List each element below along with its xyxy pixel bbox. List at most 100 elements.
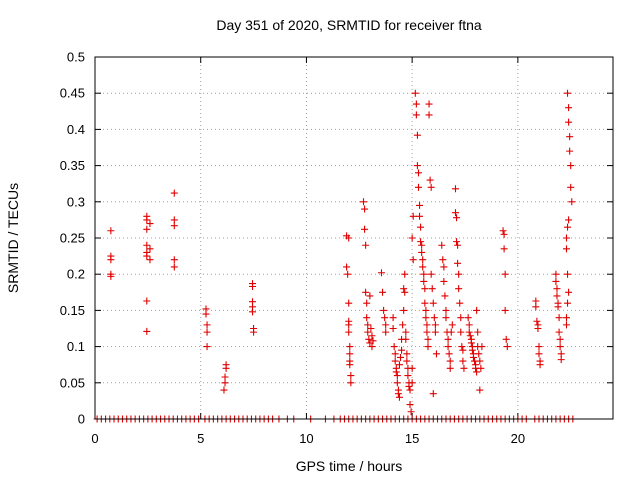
data-point	[478, 343, 486, 351]
data-point	[413, 131, 421, 139]
data-point	[382, 328, 390, 336]
data-point	[567, 183, 575, 191]
data-point	[363, 314, 371, 322]
data-point	[420, 277, 428, 285]
data-point	[345, 328, 353, 336]
data-point	[555, 314, 563, 322]
data-point	[473, 368, 481, 376]
x-tick-label: 0	[91, 431, 98, 446]
y-tick-label: 0.15	[60, 303, 85, 318]
data-point	[427, 183, 435, 191]
data-point	[459, 357, 467, 365]
data-point	[476, 357, 484, 365]
data-point	[451, 185, 459, 193]
data-point	[555, 328, 563, 336]
data-point	[475, 350, 483, 358]
data-point	[362, 288, 370, 296]
data-point	[423, 321, 431, 329]
data-point	[107, 272, 115, 280]
data-point	[143, 297, 151, 305]
data-point	[402, 335, 410, 343]
data-point	[565, 104, 573, 112]
data-point	[411, 89, 419, 97]
data-point	[403, 350, 411, 358]
data-point	[170, 256, 178, 264]
data-point	[427, 270, 435, 278]
data-point	[379, 288, 387, 296]
data-point	[399, 321, 407, 329]
data-point	[414, 183, 422, 191]
data-point	[562, 321, 570, 329]
data-point	[553, 285, 561, 293]
data-point	[535, 350, 543, 358]
data-point	[501, 270, 509, 278]
data-point	[532, 303, 540, 311]
data-point	[473, 306, 481, 314]
data-point	[460, 364, 468, 372]
data-point	[390, 343, 398, 351]
data-point	[369, 337, 377, 345]
data-point	[453, 214, 461, 222]
data-point	[368, 332, 376, 340]
data-point	[143, 327, 151, 335]
data-point	[405, 382, 413, 390]
data-point	[552, 277, 560, 285]
data-point	[565, 216, 573, 224]
data-point	[565, 288, 573, 296]
data-point	[203, 343, 211, 351]
y-tick-label: 0.2	[67, 267, 85, 282]
data-point	[562, 245, 570, 253]
y-tick-label: 0.5	[67, 50, 85, 65]
data-point	[564, 270, 572, 278]
data-point	[403, 357, 411, 365]
data-point	[366, 292, 374, 300]
data-point	[564, 223, 572, 231]
y-tick-label: 0.1	[67, 339, 85, 354]
data-point	[426, 176, 434, 184]
plot-frame	[94, 56, 614, 420]
data-point	[428, 285, 436, 293]
data-point	[409, 212, 417, 220]
data-point	[392, 368, 400, 376]
data-point	[446, 357, 454, 365]
axis-ticks: 0 0.05 0.1 0.15 0.2 0.25 0.3 0.35 0.4 0.45 0.5 0 5 10…	[60, 50, 613, 446]
data-point	[362, 241, 370, 249]
data-point	[414, 169, 422, 177]
data-point	[400, 285, 408, 293]
y-tick-label: 0	[78, 412, 85, 427]
data-point	[440, 277, 448, 285]
data-point	[361, 225, 369, 233]
data-point	[203, 321, 211, 329]
data-point	[564, 299, 572, 307]
data-point	[417, 238, 425, 246]
data-point	[466, 332, 474, 340]
data-point	[457, 314, 465, 322]
data-point	[380, 306, 388, 314]
data-point	[429, 299, 437, 307]
data-point	[398, 346, 406, 354]
data-point	[552, 270, 560, 278]
data-point	[459, 346, 467, 354]
y-tick-label: 0.3	[67, 194, 85, 209]
x-tick-label: 20	[511, 431, 525, 446]
data-point	[423, 328, 431, 336]
data-point	[430, 314, 438, 322]
data-point	[401, 270, 409, 278]
data-point	[535, 343, 543, 351]
data-point	[377, 269, 385, 277]
data-point	[448, 321, 456, 329]
data-point	[107, 256, 115, 264]
data-point	[365, 335, 373, 343]
data-point	[422, 306, 430, 314]
y-axis-label: SRMTID / TECUs	[5, 183, 21, 293]
grid	[95, 57, 613, 419]
data-point	[438, 241, 446, 249]
data-point	[220, 386, 228, 394]
data-point	[345, 234, 353, 242]
data-point	[345, 299, 353, 307]
data-point	[391, 357, 399, 365]
data-point	[400, 306, 408, 314]
data-point	[343, 263, 351, 271]
data-point	[346, 343, 354, 351]
